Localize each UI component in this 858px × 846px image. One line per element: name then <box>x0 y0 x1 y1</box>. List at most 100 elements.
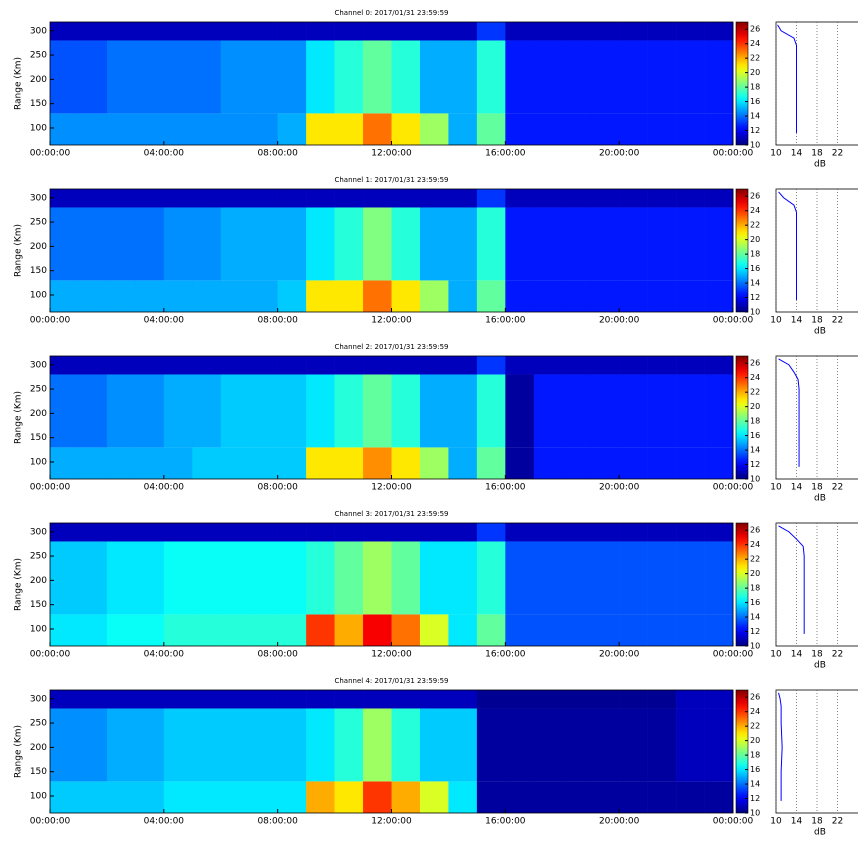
heat-cell <box>306 523 335 542</box>
colorbar-tick-label: 12 <box>750 794 760 803</box>
heat-cell <box>163 40 193 114</box>
x-tick-label: 12:00:00 <box>371 650 412 660</box>
x-tick-label: 20:00:00 <box>599 483 640 493</box>
profile-line <box>778 692 783 801</box>
heat-cell <box>135 40 165 114</box>
panel-title: Channel 4: 2017/01/31 23:59:59 <box>334 677 448 685</box>
heat-cell <box>676 22 705 41</box>
heat-cell <box>363 708 392 782</box>
colorbar-tick-label: 20 <box>750 68 760 77</box>
heat-cell <box>448 189 478 208</box>
colorbar-tick-label: 22 <box>750 722 760 731</box>
heat-cell <box>704 280 734 312</box>
heat-cell <box>135 447 165 479</box>
heat-cell <box>619 207 648 281</box>
heat-cell <box>135 22 165 41</box>
x-tick-label: 04:00:00 <box>144 483 185 493</box>
heat-cell <box>78 708 108 782</box>
heat-cell <box>590 40 620 114</box>
heat-cell <box>391 523 421 542</box>
x-tick-label: 16:00:00 <box>485 483 526 493</box>
colorbar-tick-label: 10 <box>750 475 760 484</box>
heat-cell <box>50 356 79 375</box>
y-tick-label: 150 <box>30 767 47 777</box>
heat-cell <box>277 22 307 41</box>
heat-cell <box>277 356 307 375</box>
heat-cell <box>192 708 222 782</box>
heat-cell <box>277 280 307 312</box>
colorbar-tick-label: 24 <box>750 39 760 48</box>
heat-cell <box>533 356 563 375</box>
heat-cell <box>590 356 620 375</box>
heat-cell <box>704 113 734 145</box>
heat-cell <box>249 614 278 646</box>
heat-cell <box>676 523 705 542</box>
x-tick-label: 04:00:00 <box>144 149 185 159</box>
heat-cell <box>676 447 705 479</box>
heat-cell <box>419 447 449 479</box>
colorbar-tick-label: 22 <box>750 555 760 564</box>
x-tick-label: 04:00:00 <box>144 316 185 326</box>
x-tick-label: 20:00:00 <box>599 316 640 326</box>
heat-cell <box>476 189 506 208</box>
heat-cell <box>306 447 335 479</box>
y-tick-label: 250 <box>30 218 47 228</box>
heat-cell <box>220 40 250 114</box>
heat-cell <box>106 356 136 375</box>
heat-cell <box>78 690 108 709</box>
heat-cell <box>163 614 193 646</box>
heat-cell <box>50 781 79 813</box>
heat-cell <box>647 447 677 479</box>
heat-cell <box>647 207 677 281</box>
heat-cell <box>363 113 392 145</box>
heat-cell <box>448 113 478 145</box>
heat-cell <box>505 541 535 615</box>
colorbar-tick-label: 20 <box>750 235 760 244</box>
heat-cell <box>277 541 307 615</box>
heat-cell <box>334 781 364 813</box>
heat-cell <box>505 113 535 145</box>
heat-cell <box>78 614 108 646</box>
heat-cell <box>249 781 278 813</box>
heat-cell <box>419 374 449 448</box>
profile-line <box>778 191 797 300</box>
heat-cell <box>419 113 449 145</box>
heat-cell <box>334 541 364 615</box>
heat-cell <box>220 189 250 208</box>
heat-cell <box>106 374 136 448</box>
y-tick-label: 300 <box>30 193 47 203</box>
heat-cell <box>448 781 478 813</box>
heat-cell <box>306 189 335 208</box>
profile-x-tick-label: 14 <box>791 316 803 326</box>
profile-line <box>778 358 800 467</box>
heat-cell <box>533 708 563 782</box>
heat-cell <box>647 781 677 813</box>
heat-cell <box>562 781 592 813</box>
heat-cell <box>277 708 307 782</box>
heat-cell <box>476 614 506 646</box>
heat-cell <box>533 781 563 813</box>
colorbar-tick-label: 16 <box>750 97 760 106</box>
colorbar-tick-label: 12 <box>750 293 760 302</box>
heat-cell <box>562 690 592 709</box>
heat-cell <box>533 113 563 145</box>
heat-cell <box>135 356 165 375</box>
heat-cell <box>334 22 364 41</box>
x-tick-label: 00:00:00 <box>30 316 71 326</box>
heat-cell <box>448 614 478 646</box>
x-tick-label: 08:00:00 <box>257 817 298 827</box>
heat-cell <box>277 690 307 709</box>
heat-cell <box>391 40 421 114</box>
y-tick-label: 150 <box>30 433 47 443</box>
heat-cell <box>590 541 620 615</box>
heat-cell <box>448 541 478 615</box>
heat-cell <box>192 113 222 145</box>
heat-cell <box>590 690 620 709</box>
heat-cell <box>78 113 108 145</box>
heat-cell <box>135 374 165 448</box>
x-tick-label: 00:00:00 <box>713 483 754 493</box>
heat-cell <box>334 113 364 145</box>
heat-cell <box>619 374 648 448</box>
heat-cell <box>50 22 79 41</box>
